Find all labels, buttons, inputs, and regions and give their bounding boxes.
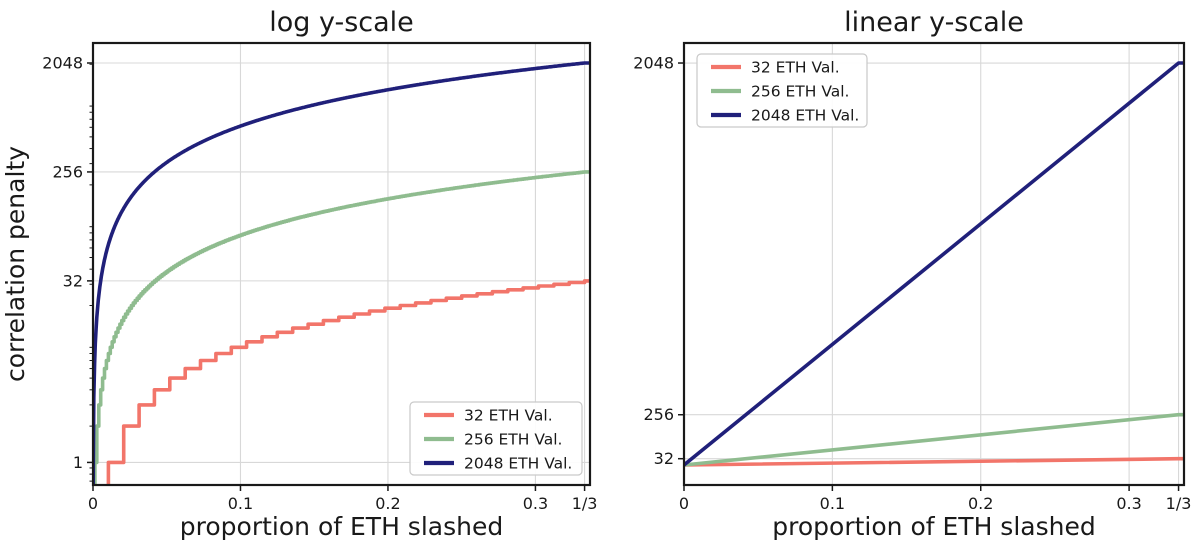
legend: 32 ETH Val. 256 ETH Val. 2048 ETH Val. bbox=[696, 53, 868, 128]
series-group bbox=[93, 61, 590, 485]
y-tick-label: 256 bbox=[643, 405, 674, 424]
x-axis-label: proportion of ETH slashed bbox=[772, 512, 1095, 541]
series-line-32-eth bbox=[684, 456, 1184, 467]
series-line-2048-eth bbox=[93, 61, 590, 485]
x-tick-label: 0.1 bbox=[820, 494, 845, 513]
y-tick-label: 32 bbox=[654, 449, 674, 468]
legend: 32 ETH Val. 256 ETH Val. 2048 ETH Val. bbox=[409, 401, 583, 476]
major-ticks bbox=[87, 62, 586, 491]
chart-title: log y-scale bbox=[269, 7, 414, 38]
linear-scale-chart: 0 0.1 0.2 0.3 1/3 32 256 2048 linear y-scale prop… bbox=[633, 7, 1192, 541]
legend-label: 2048 ETH Val. bbox=[751, 107, 859, 125]
legend-label: 32 ETH Val. bbox=[464, 407, 553, 425]
series-group bbox=[684, 61, 1184, 467]
legend-box bbox=[409, 401, 583, 476]
x-tick-label: 0 bbox=[679, 494, 689, 513]
x-tick-label: 0 bbox=[88, 494, 98, 513]
y-axis-label: correlation penalty bbox=[1, 146, 30, 382]
axes-spines bbox=[682, 41, 1186, 487]
x-tick-label: 0.2 bbox=[375, 494, 400, 513]
x-tick-label: 0.3 bbox=[1116, 494, 1141, 513]
legend-box bbox=[696, 53, 868, 128]
log-scale-chart: 0 0.1 0.2 0.3 1/3 1 32 256 2048 log y-scale propor… bbox=[1, 7, 598, 541]
y-tick-label: 256 bbox=[52, 162, 83, 181]
series-line-2048-eth bbox=[684, 61, 1184, 467]
series-line-32-eth bbox=[106, 279, 590, 485]
legend-label: 256 ETH Val. bbox=[464, 431, 563, 449]
major-ticks bbox=[678, 62, 1180, 491]
chart-title: linear y-scale bbox=[844, 7, 1024, 38]
x-axis-label: proportion of ETH slashed bbox=[180, 512, 503, 541]
legend-label: 32 ETH Val. bbox=[751, 59, 840, 77]
legend-label: 2048 ETH Val. bbox=[464, 455, 572, 473]
y-tick-label: 1 bbox=[73, 453, 83, 472]
y-tick-label: 2048 bbox=[42, 53, 83, 72]
x-tick-label: 1/3 bbox=[1166, 494, 1192, 513]
y-tick-label: 32 bbox=[63, 271, 83, 290]
x-tick-label: 0.1 bbox=[228, 494, 253, 513]
series-line-256-eth bbox=[684, 412, 1184, 467]
series-line-256-eth bbox=[93, 170, 590, 485]
x-tick-label: 0.3 bbox=[523, 494, 548, 513]
x-tick-label: 1/3 bbox=[572, 494, 598, 513]
axes-spines bbox=[91, 41, 592, 487]
y-tick-label: 2048 bbox=[633, 54, 674, 73]
minor-ticks bbox=[89, 63, 93, 482]
legend-label: 256 ETH Val. bbox=[751, 83, 850, 101]
x-tick-label: 0.2 bbox=[968, 494, 993, 513]
